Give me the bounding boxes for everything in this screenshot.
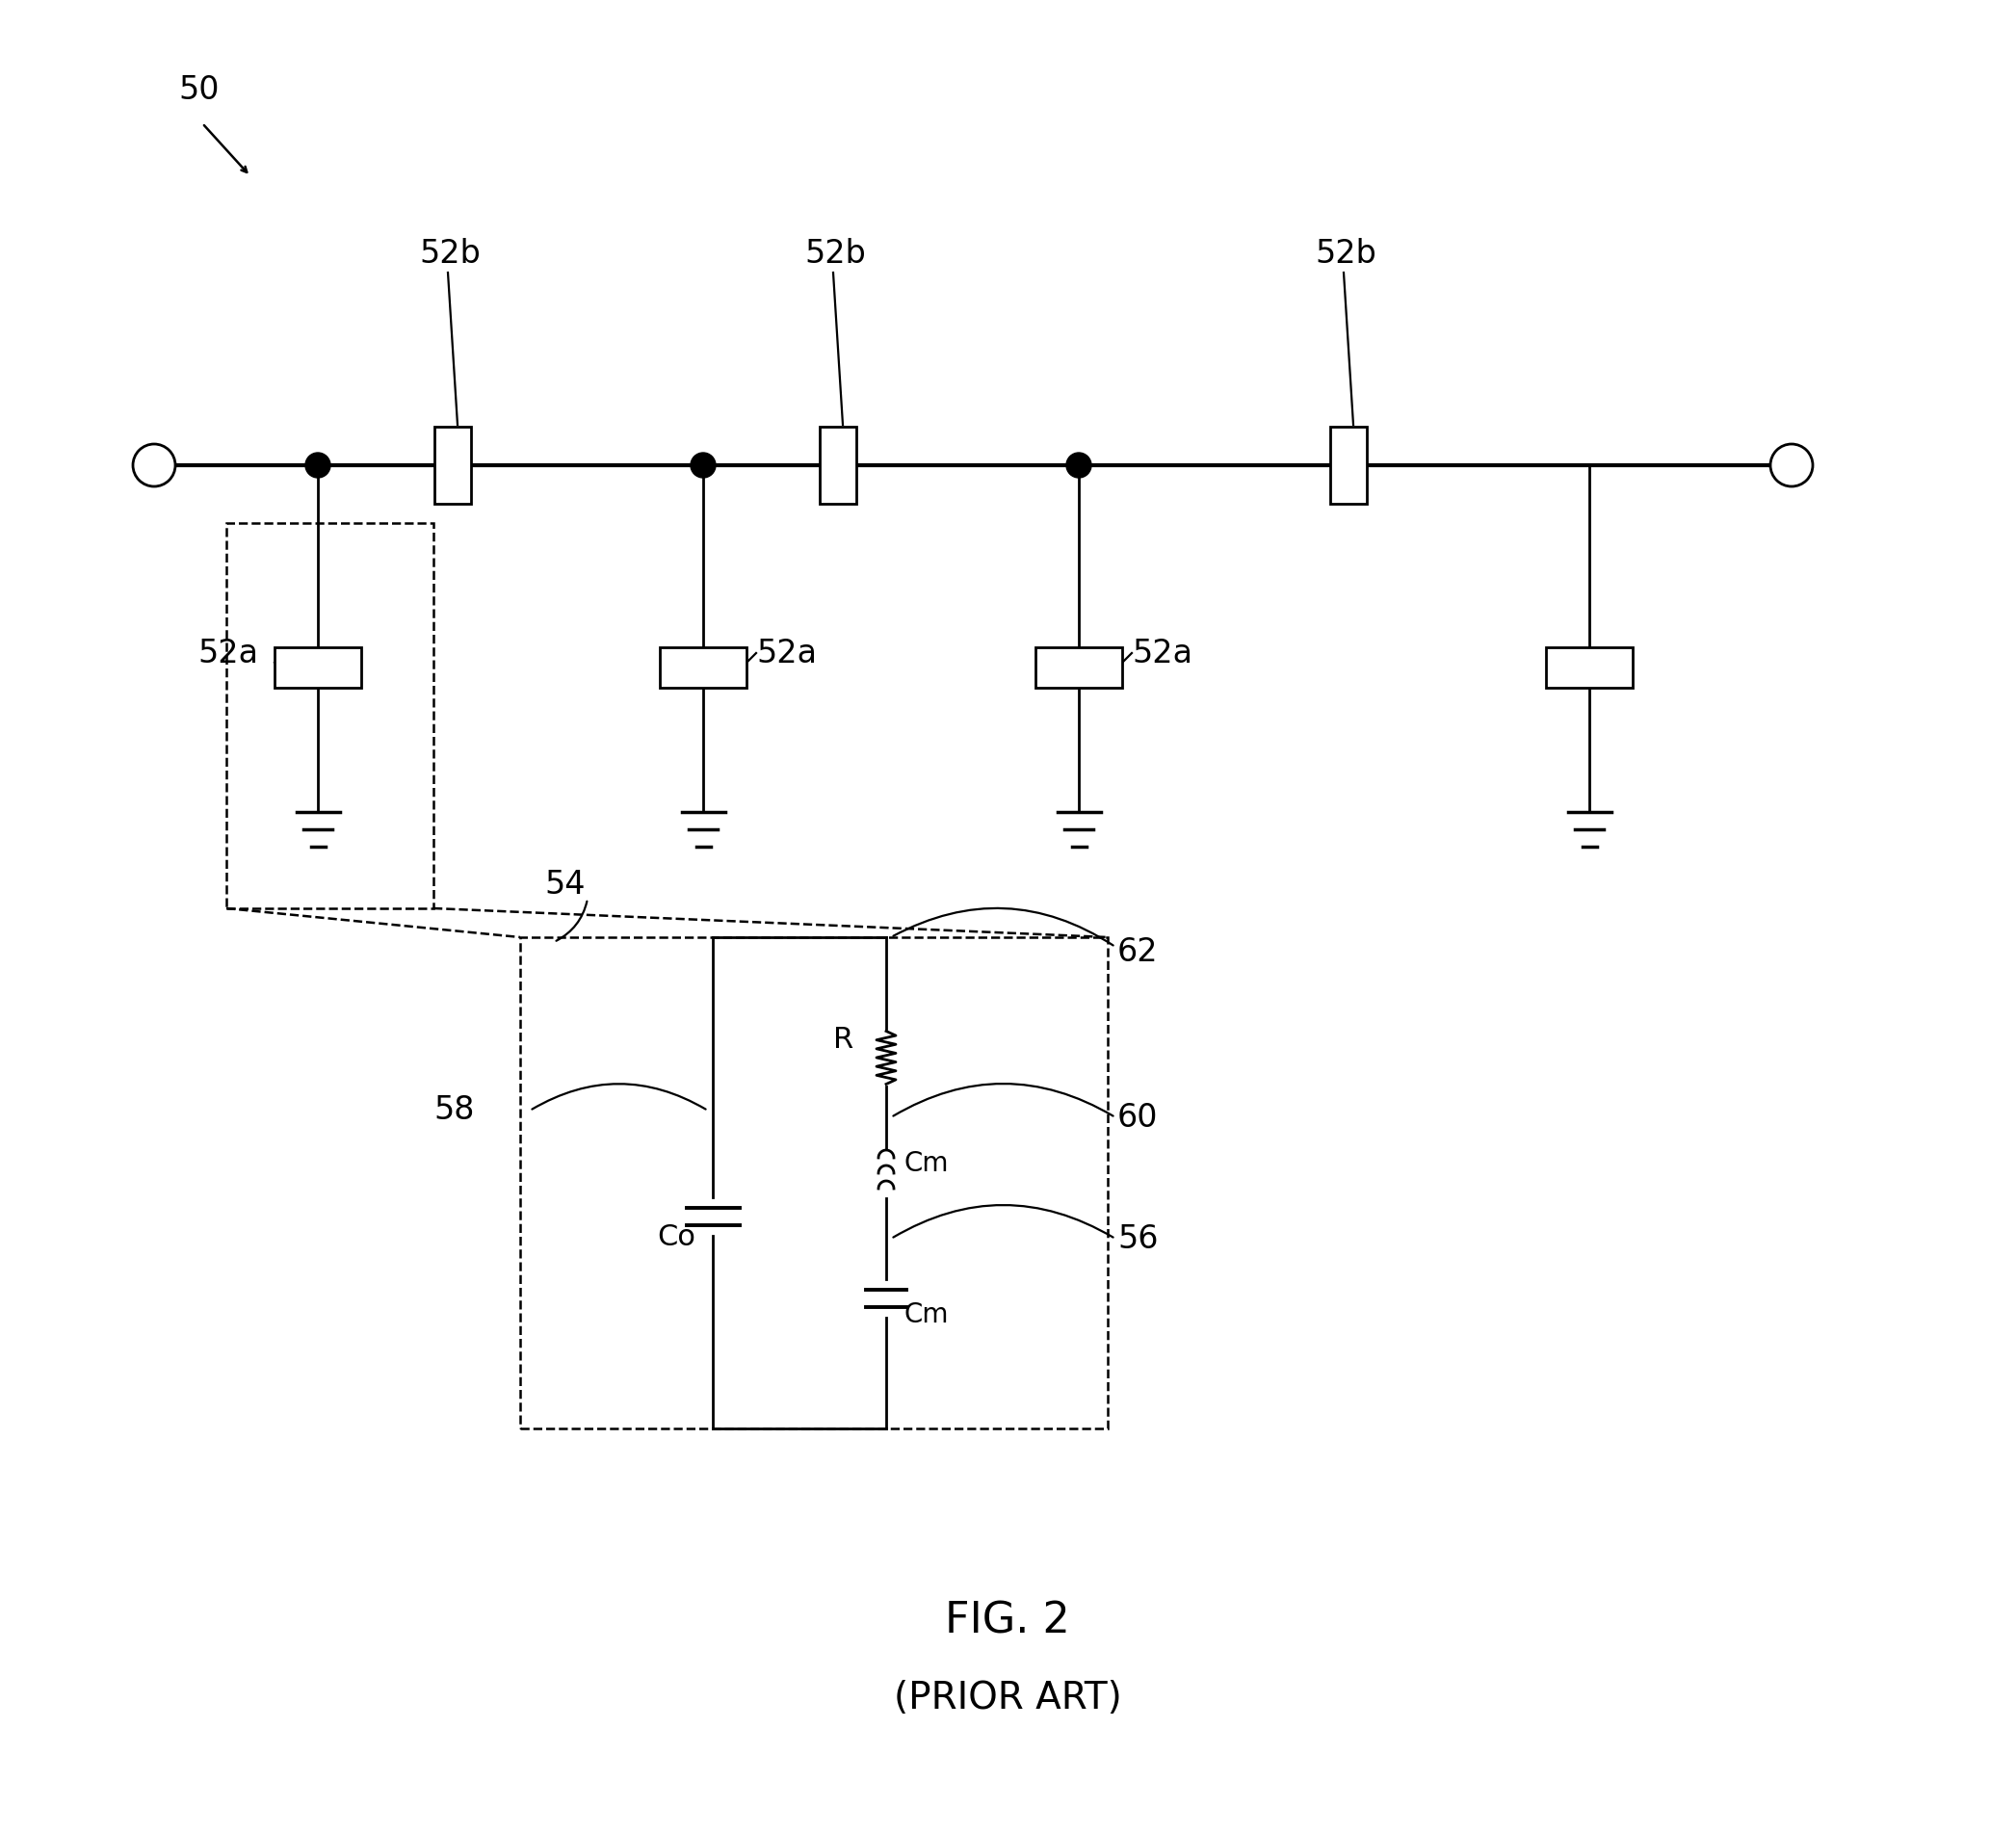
Circle shape [304,453,331,478]
Bar [659,647,746,687]
Text: 60: 60 [1117,1102,1159,1133]
Text: R: R [833,1026,853,1054]
Text: Cm: Cm [903,1301,948,1329]
Bar [1546,647,1633,687]
Text: FIG. 2: FIG. 2 [946,1600,1070,1642]
Bar [274,647,361,687]
Text: 52b: 52b [419,238,480,269]
Bar [433,427,472,504]
Text: 52a: 52a [756,638,816,669]
Text: 52a: 52a [1131,638,1191,669]
Text: 50: 50 [177,73,220,106]
Bar [520,937,1107,1428]
Text: 52b: 52b [1314,238,1377,269]
Text: 56: 56 [1117,1223,1159,1254]
Text: 58: 58 [433,1094,474,1127]
Text: Co: Co [657,1223,696,1252]
Circle shape [1066,453,1091,478]
Text: 52b: 52b [804,238,865,269]
Text: Cm: Cm [903,1149,948,1177]
Text: 62: 62 [1117,937,1159,968]
Bar [1331,427,1367,504]
Text: 54: 54 [544,869,585,900]
Text: (PRIOR ART): (PRIOR ART) [893,1679,1121,1716]
Circle shape [1770,444,1812,486]
Text: 52a: 52a [198,638,258,669]
Bar [226,522,433,909]
Bar [821,427,857,504]
Bar [1036,647,1123,687]
Circle shape [691,453,716,478]
Circle shape [133,444,175,486]
